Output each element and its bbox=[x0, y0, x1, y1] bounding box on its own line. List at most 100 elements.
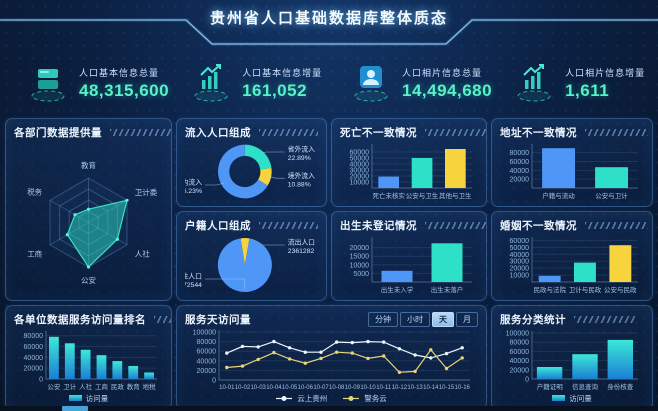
panel-title: 各部门数据提供量 bbox=[14, 126, 102, 139]
svg-text:10-09: 10-09 bbox=[345, 385, 361, 391]
svg-text:20000: 20000 bbox=[510, 367, 530, 374]
line-marker-white bbox=[276, 395, 293, 401]
legend-label: 警务云 bbox=[364, 393, 387, 403]
svg-text:15000: 15000 bbox=[350, 254, 370, 261]
svg-text:10-10: 10-10 bbox=[360, 385, 376, 391]
svg-text:出生未落户: 出生未落户 bbox=[431, 285, 464, 294]
svg-text:出生未入学: 出生未入学 bbox=[381, 285, 414, 294]
svg-text:10-07: 10-07 bbox=[313, 385, 329, 391]
kpi-photo-total: 人口相片信息总量 14,494,680 bbox=[329, 54, 492, 112]
svg-text:40000: 40000 bbox=[350, 162, 370, 169]
legend-swatch bbox=[552, 395, 566, 401]
svg-text:工商: 工商 bbox=[95, 382, 109, 391]
svg-text:人社: 人社 bbox=[135, 248, 150, 258]
svg-text:30000: 30000 bbox=[350, 168, 370, 175]
svg-text:66.23%: 66.23% bbox=[185, 188, 202, 195]
kpi-label: 人口基本信息增量 bbox=[242, 67, 323, 78]
hatch-decoration bbox=[110, 128, 171, 136]
svg-text:公安与民政: 公安与民政 bbox=[604, 285, 637, 294]
svg-text:40000: 40000 bbox=[510, 358, 530, 365]
hatch-decoration bbox=[154, 315, 171, 323]
svg-text:60000: 60000 bbox=[197, 349, 217, 356]
category-bar-chart: 0 20000 40000 60000 80000 100000 户籍证明 信息查询 身份核查 bbox=[500, 327, 644, 392]
tab-day[interactable]: 天 bbox=[432, 311, 454, 327]
svg-text:80000: 80000 bbox=[197, 339, 217, 346]
tab-hour[interactable]: 小时 bbox=[400, 311, 430, 327]
svg-text:教育: 教育 bbox=[81, 160, 96, 170]
panel-service-category-stats: 服务分类统计 0 20000 40000 60000 80000 100000 户籍证明 信息… bbox=[491, 305, 653, 410]
hatch-decoration bbox=[585, 128, 649, 136]
hatch-decoration bbox=[425, 128, 486, 136]
trend-up-icon bbox=[517, 64, 551, 102]
dashboard-header: 贵州省人口基础数据库整体质态 bbox=[0, 0, 658, 46]
panel-title: 流入人口组成 bbox=[185, 126, 251, 139]
svg-text:教育: 教育 bbox=[127, 382, 141, 391]
svg-text:卫计委: 卫计委 bbox=[135, 187, 158, 197]
svg-text:民政与法院: 民政与法院 bbox=[533, 285, 566, 294]
svg-text:80000: 80000 bbox=[510, 150, 530, 157]
address-bar-chart: 20000 40000 60000 80000 户籍与流动 公安与卫计 bbox=[500, 140, 644, 201]
svg-text:卫计与民政: 卫计与民政 bbox=[569, 285, 602, 294]
svg-text:省外流入: 省外流入 bbox=[288, 145, 315, 154]
svg-text:10-11: 10-11 bbox=[376, 385, 392, 391]
svg-text:公安: 公安 bbox=[47, 382, 61, 391]
panel-unit-visits-ranking: 各单位数据服务访问量排名 0 20000 40000 60000 80000 公安 卫计 人社… bbox=[5, 305, 172, 410]
trend-up-icon bbox=[194, 64, 228, 102]
tab-month[interactable]: 月 bbox=[456, 311, 478, 327]
svg-text:100000: 100000 bbox=[506, 331, 529, 338]
birth-bar-chart: 5000 10000 15000 20000 出生未入学 出生未落户 bbox=[340, 233, 478, 295]
svg-text:10-14: 10-14 bbox=[423, 385, 439, 391]
svg-text:公安与卫计: 公安与卫计 bbox=[595, 191, 628, 200]
svg-text:民政: 民政 bbox=[111, 382, 125, 391]
panel-birth-unregistered: 出生未登记情况 5000 10000 15000 20000 出生未入学 出生未落户 bbox=[331, 211, 487, 301]
panel-title: 地址不一致情况 bbox=[500, 126, 577, 139]
panel-title: 服务天访问量 bbox=[185, 313, 251, 326]
time-range-tabs: 分钟 小时 天 月 bbox=[368, 311, 478, 327]
svg-text:5000: 5000 bbox=[353, 271, 369, 278]
svg-text:20000: 20000 bbox=[350, 174, 370, 181]
svg-text:20000: 20000 bbox=[510, 177, 530, 184]
svg-text:卫计: 卫计 bbox=[63, 382, 77, 391]
rank-legend: 访问量 bbox=[14, 392, 163, 404]
kpi-value: 14,494,680 bbox=[402, 80, 493, 100]
tab-minute[interactable]: 分钟 bbox=[368, 311, 398, 327]
svg-text:10000: 10000 bbox=[350, 262, 370, 269]
svg-text:10-05: 10-05 bbox=[282, 385, 298, 391]
marriage-bar-chart: 10000 20000 30000 40000 50000 60000 民政与法院 卫计与民政… bbox=[500, 233, 644, 295]
death-bar-chart: 10000 20000 30000 40000 50000 60000 死亡未核实 公安与卫生… bbox=[340, 140, 478, 201]
category-legend: 访问量 bbox=[500, 392, 644, 404]
svg-text:50000: 50000 bbox=[510, 245, 530, 252]
header-frame-line bbox=[0, 18, 658, 46]
kpi-label: 人口基本信息总量 bbox=[79, 67, 160, 78]
kpi-value: 1,611 bbox=[565, 80, 610, 100]
panel-title: 各单位数据服务访问量排名 bbox=[14, 313, 146, 326]
svg-text:80000: 80000 bbox=[24, 333, 44, 340]
svg-text:10-13: 10-13 bbox=[407, 385, 423, 391]
svg-text:工商: 工商 bbox=[27, 248, 42, 258]
svg-text:流出人口: 流出人口 bbox=[288, 238, 315, 247]
panel-title: 死亡不一致情况 bbox=[340, 126, 417, 139]
svg-text:60000: 60000 bbox=[510, 238, 530, 245]
svg-text:其他与卫生: 其他与卫生 bbox=[439, 191, 472, 200]
svg-text:40000: 40000 bbox=[24, 355, 44, 362]
svg-text:信息查询: 信息查询 bbox=[572, 382, 599, 391]
panel-title: 婚姻不一致情况 bbox=[500, 219, 577, 232]
legend-label: 云上贵州 bbox=[297, 393, 328, 403]
svg-text:20000: 20000 bbox=[350, 245, 370, 252]
kpi-basic-total: 人口基本信息总量 48,315,600 bbox=[6, 54, 169, 112]
svg-text:40000: 40000 bbox=[510, 252, 530, 259]
svg-text:地税: 地税 bbox=[143, 382, 157, 391]
svg-text:10000: 10000 bbox=[350, 180, 370, 187]
svg-text:死亡未核实: 死亡未核实 bbox=[372, 191, 405, 200]
svg-text:50000: 50000 bbox=[350, 156, 370, 163]
svg-text:0: 0 bbox=[212, 378, 216, 385]
svg-text:60000: 60000 bbox=[510, 159, 530, 166]
svg-text:10-08: 10-08 bbox=[329, 385, 345, 391]
svg-text:30000: 30000 bbox=[510, 259, 530, 266]
svg-text:10-02: 10-02 bbox=[235, 385, 251, 391]
kpi-value: 161,052 bbox=[242, 80, 308, 100]
legend-swatch bbox=[68, 395, 82, 401]
rank-bar-chart: 0 20000 40000 60000 80000 公安 卫计 人社 工商 民政 教育 地税 bbox=[14, 327, 163, 392]
